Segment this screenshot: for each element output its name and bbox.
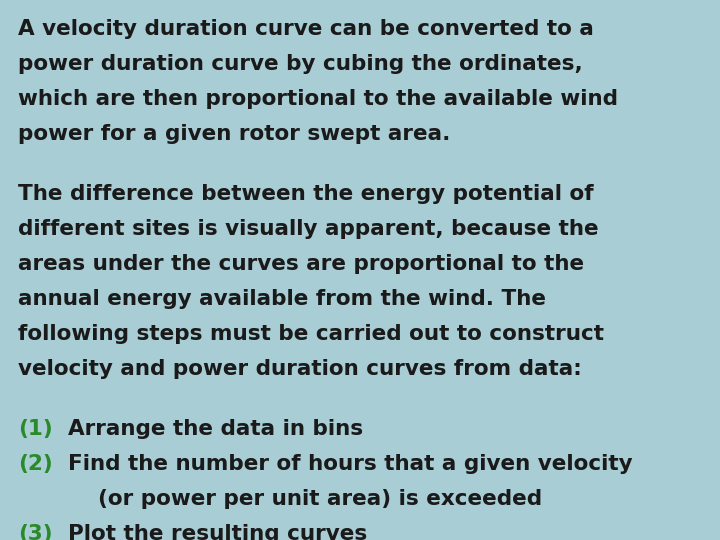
Text: (3): (3) [18,524,53,540]
Text: (2): (2) [18,454,53,474]
Text: velocity and power duration curves from data:: velocity and power duration curves from … [18,359,582,380]
Text: different sites is visually apparent, because the: different sites is visually apparent, be… [18,219,598,239]
Text: which are then proportional to the available wind: which are then proportional to the avail… [18,89,618,109]
Text: Plot the resulting curves: Plot the resulting curves [68,524,368,540]
Text: following steps must be carried out to construct: following steps must be carried out to c… [18,324,604,345]
Text: power duration curve by cubing the ordinates,: power duration curve by cubing the ordin… [18,54,582,74]
Text: areas under the curves are proportional to the: areas under the curves are proportional … [18,254,584,274]
Text: A velocity duration curve can be converted to a: A velocity duration curve can be convert… [18,19,594,39]
Text: The difference between the energy potential of: The difference between the energy potent… [18,184,593,204]
Text: Find the number of hours that a given velocity: Find the number of hours that a given ve… [68,454,633,474]
Text: (or power per unit area) is exceeded: (or power per unit area) is exceeded [68,489,543,509]
Text: power for a given rotor swept area.: power for a given rotor swept area. [18,124,451,144]
Text: (1): (1) [18,419,53,439]
Text: annual energy available from the wind. The: annual energy available from the wind. T… [18,289,546,309]
Text: Arrange the data in bins: Arrange the data in bins [68,419,364,439]
